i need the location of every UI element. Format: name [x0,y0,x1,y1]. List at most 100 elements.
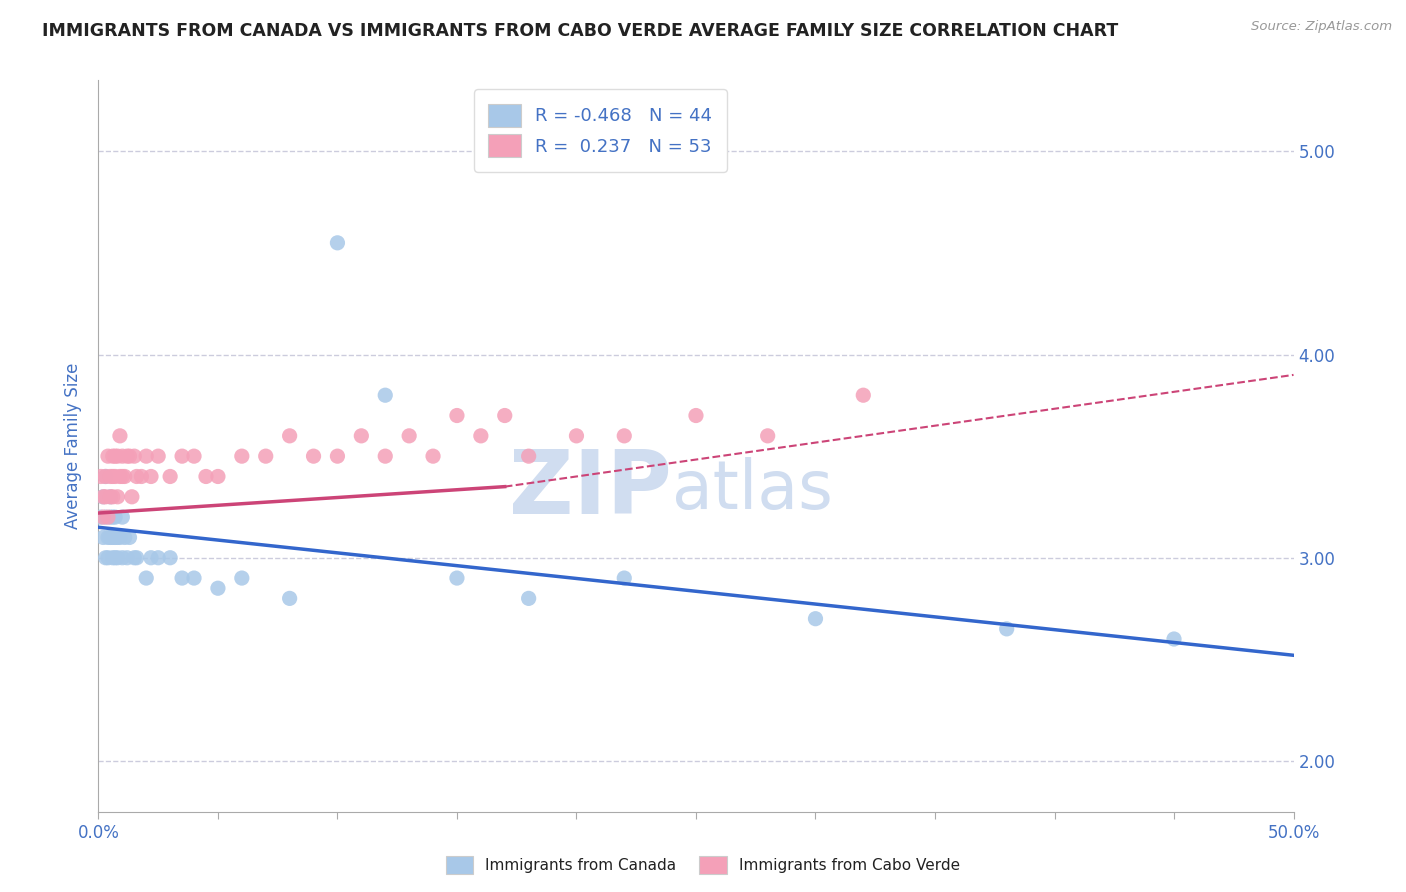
Point [172,571,194,585]
Point [494,409,516,423]
Point [101,490,124,504]
Point [135,571,157,585]
Point [517,449,540,463]
Point [108,429,131,443]
Point [374,388,396,402]
Point [98,490,122,504]
Point [114,469,136,483]
Point [159,469,181,483]
Point [97,530,120,544]
Y-axis label: Average Family Size: Average Family Size [65,363,83,529]
Point [172,449,194,463]
Point [207,581,229,595]
Point [98,490,122,504]
Point [231,571,253,585]
Point [125,550,148,565]
Point [91,530,114,544]
Point [104,530,127,544]
Text: Source: ZipAtlas.com: Source: ZipAtlas.com [1251,20,1392,33]
Point [91,490,114,504]
Point [278,591,301,606]
Point [97,510,120,524]
Point [108,469,131,483]
Point [115,449,138,463]
Point [98,469,122,483]
Point [995,622,1018,636]
Point [302,449,325,463]
Point [94,510,117,524]
Point [195,469,218,483]
Point [121,490,143,504]
Point [91,490,114,504]
Point [183,449,205,463]
Point [852,388,875,402]
Point [398,429,420,443]
Point [517,591,540,606]
Point [135,449,157,463]
Point [207,469,229,483]
Text: IMMIGRANTS FROM CANADA VS IMMIGRANTS FROM CABO VERDE AVERAGE FAMILY SIZE CORRELA: IMMIGRANTS FROM CANADA VS IMMIGRANTS FRO… [42,22,1118,40]
Point [111,550,134,565]
Point [107,490,129,504]
Point [97,449,120,463]
Point [148,449,170,463]
Point [104,449,127,463]
Point [374,449,396,463]
Text: ZIP: ZIP [509,446,672,533]
Point [254,449,277,463]
Point [139,550,162,565]
Point [565,429,588,443]
Point [101,530,124,544]
Point [111,449,134,463]
Point [183,571,205,585]
Point [90,510,112,524]
Point [148,550,170,565]
Point [231,449,253,463]
Point [97,550,120,565]
Point [124,550,146,565]
Legend: Immigrants from Canada, Immigrants from Cabo Verde: Immigrants from Canada, Immigrants from … [440,850,966,880]
Point [107,530,129,544]
Point [125,469,148,483]
Point [470,429,492,443]
Point [104,550,127,565]
Point [115,550,138,565]
Text: atlas: atlas [672,457,832,523]
Point [685,409,707,423]
Point [756,429,779,443]
Point [101,510,124,524]
Legend: R = -0.468   N = 44, R =  0.237   N = 53: R = -0.468 N = 44, R = 0.237 N = 53 [474,89,727,172]
Point [104,510,127,524]
Point [101,550,124,565]
Point [118,530,141,544]
Point [90,469,112,483]
Point [101,469,124,483]
Point [131,469,153,483]
Point [91,510,114,524]
Point [94,550,117,565]
Point [326,235,349,250]
Point [108,530,131,544]
Point [1163,632,1185,646]
Point [118,449,141,463]
Point [98,530,122,544]
Point [104,469,127,483]
Point [98,510,122,524]
Point [139,469,162,483]
Point [613,571,636,585]
Point [326,449,349,463]
Point [159,550,181,565]
Point [278,429,301,443]
Point [94,469,117,483]
Point [111,469,134,483]
Point [94,469,117,483]
Point [422,449,444,463]
Point [101,449,124,463]
Point [804,612,827,626]
Point [350,429,373,443]
Point [111,510,134,524]
Point [124,449,146,463]
Point [446,409,468,423]
Point [446,571,468,585]
Point [94,490,117,504]
